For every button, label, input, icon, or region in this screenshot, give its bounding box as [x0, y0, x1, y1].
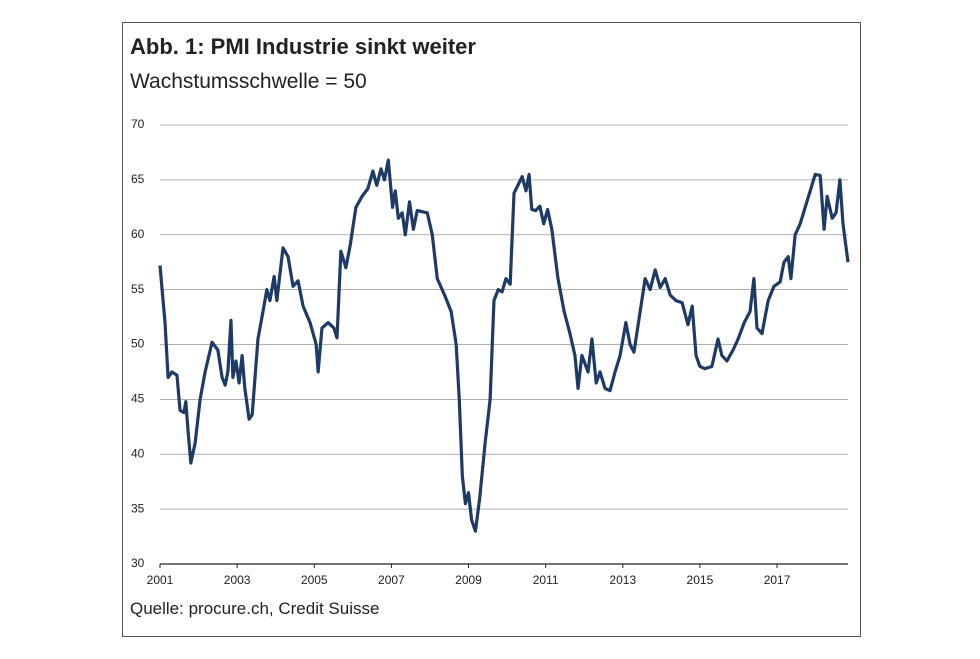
x-tick-label: 2009: [455, 573, 482, 587]
x-tick-label: 2007: [378, 573, 405, 587]
x-tick-label: 2017: [764, 573, 791, 587]
y-tick-label: 40: [131, 446, 145, 460]
source-note: Quelle: procure.ch, Credit Suisse: [130, 599, 379, 618]
x-tick-label: 2005: [301, 573, 328, 587]
y-tick-label: 35: [131, 501, 145, 515]
y-tick-label: 30: [131, 556, 145, 570]
x-tick-label: 2011: [533, 573, 559, 587]
x-tick-label: 2001: [147, 573, 174, 587]
y-tick-label: 55: [131, 282, 145, 296]
x-tick-label: 2003: [224, 573, 251, 587]
y-tick-label: 60: [131, 227, 145, 241]
chart-subtitle: Wachstumsschwelle = 50: [130, 70, 367, 93]
y-tick-label: 50: [131, 337, 145, 351]
data-line: [158, 158, 850, 533]
y-tick-label: 45: [131, 392, 145, 406]
x-tick-label: 2013: [609, 573, 636, 587]
chart-title: Abb. 1: PMI Industrie sinkt weiter: [130, 34, 476, 59]
y-tick-label: 70: [131, 117, 145, 131]
y-tick-label: 65: [131, 172, 145, 186]
x-tick-label: 2015: [687, 573, 714, 587]
